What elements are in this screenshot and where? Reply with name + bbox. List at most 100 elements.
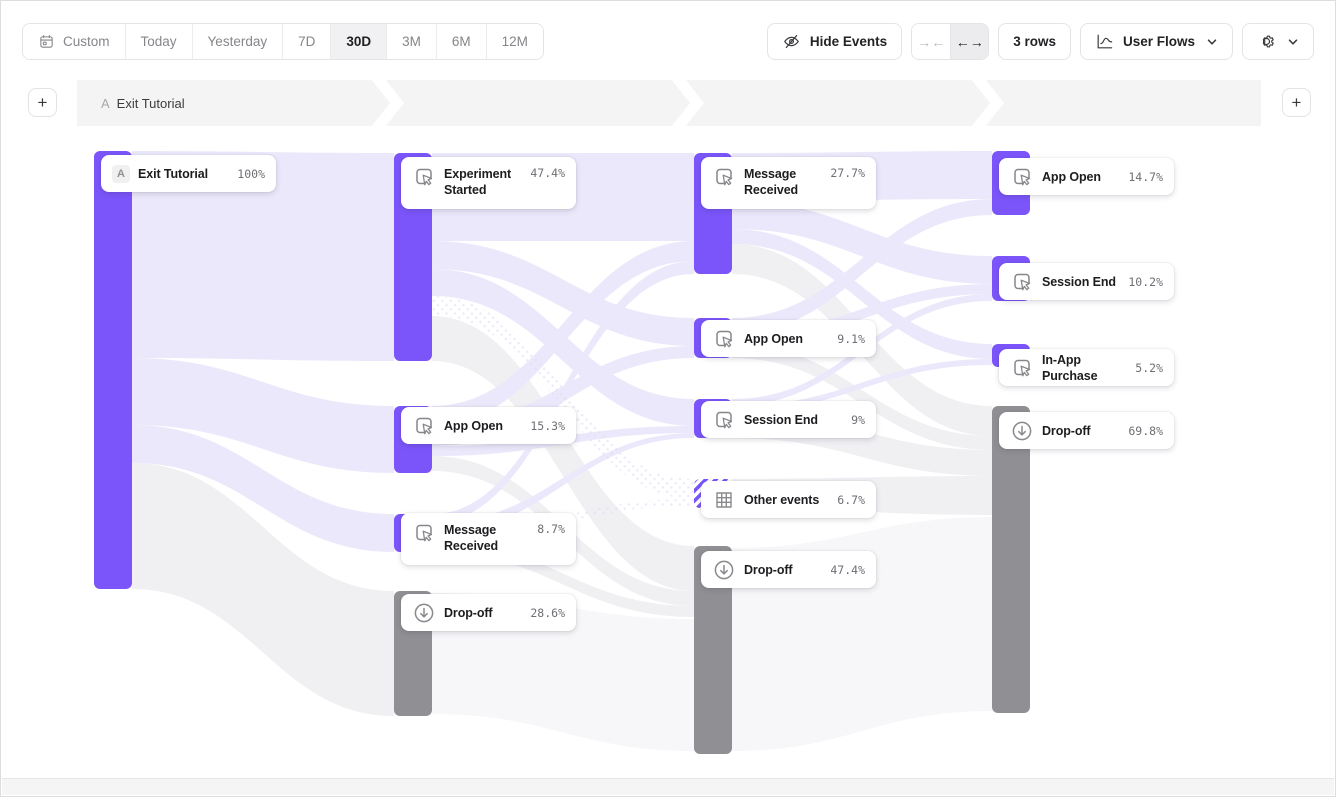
expand-icon: ←→ <box>955 33 984 50</box>
flow-ribbon[interactable] <box>432 241 694 346</box>
flow-ribbon[interactable] <box>132 463 394 716</box>
flow-node-percent: 27.7% <box>830 166 865 180</box>
dropoff-icon <box>714 560 734 579</box>
eye-off-icon <box>784 34 799 49</box>
flow-node-label: Other events <box>744 492 820 507</box>
date-range-label: 7D <box>298 34 316 49</box>
flow-ribbon[interactable] <box>732 229 992 359</box>
flow-card-other-events[interactable]: Other events 6.7% <box>701 481 876 518</box>
flow-node-label: Session End <box>744 412 818 427</box>
plus-icon: + <box>1291 92 1302 112</box>
flow-node-label: In-App Purchase <box>1042 352 1098 383</box>
flow-card-drop-off[interactable]: Drop-off 47.4% <box>701 551 876 588</box>
flow-node-percent: 69.8% <box>1128 423 1163 438</box>
flow-node-percent: 47.4% <box>830 562 865 577</box>
chevron-down-icon <box>1207 38 1217 45</box>
flow-card-in-app-purchase[interactable]: In-App Purchase 5.2% <box>999 349 1174 386</box>
flow-ribbon[interactable] <box>432 241 694 426</box>
step-title: Exit Tutorial <box>116 95 185 111</box>
flow-card-exit-tutorial[interactable]: A Exit Tutorial 100% <box>101 155 276 192</box>
date-range-label: 12M <box>501 34 528 49</box>
add-step-left-button[interactable]: + <box>28 88 57 117</box>
step-a-badge: A <box>112 164 130 183</box>
flow-card-drop-off[interactable]: Drop-off 69.8% <box>999 412 1174 449</box>
flow-ribbon[interactable] <box>432 433 694 533</box>
gear-icon <box>1262 35 1274 48</box>
bottom-scrollbar-track[interactable] <box>2 778 1334 795</box>
flow-node-percent: 9% <box>851 412 865 427</box>
event-icon <box>416 417 433 434</box>
flow-ribbon[interactable] <box>432 269 694 426</box>
flow-node-label: Session End <box>1042 274 1116 289</box>
date-range-label: Custom <box>63 34 110 49</box>
date-range-7d[interactable]: 7D <box>282 24 331 59</box>
event-icon <box>416 524 433 542</box>
flow-card-drop-off[interactable]: Drop-off 28.6% <box>401 594 576 631</box>
flow-card-app-open[interactable]: App Open 15.3% <box>401 407 576 444</box>
hide-events-button[interactable]: Hide Events <box>766 23 903 60</box>
flow-node-label: Drop-off <box>444 605 493 620</box>
flow-ribbon[interactable] <box>732 199 992 334</box>
rows-button[interactable]: 3 rows <box>998 23 1071 60</box>
event-icon <box>416 168 433 186</box>
step-prefix: A <box>101 95 110 111</box>
toolbar-right: Hide Events →← ←→ 3 rows User Flows <box>766 23 1314 60</box>
flow-ribbon[interactable] <box>432 296 694 499</box>
date-range-3m[interactable]: 3M <box>386 24 436 59</box>
column-width-toggle: →← ←→ <box>911 23 990 60</box>
flow-card-session-end[interactable]: Session End 9% <box>701 401 876 438</box>
add-step-right-button[interactable]: + <box>1282 88 1311 117</box>
settings-dropdown[interactable] <box>1242 23 1314 60</box>
flow-ribbon[interactable] <box>732 344 992 450</box>
chart-type-label: User Flows <box>1122 34 1195 49</box>
flow-ribbon[interactable] <box>732 201 992 284</box>
date-range-label: 3M <box>402 34 421 49</box>
other-events-grid-icon <box>716 491 732 508</box>
step-a-label[interactable]: A Exit Tutorial <box>101 80 185 126</box>
flow-node-percent: 9.1% <box>837 331 865 346</box>
flow-node-percent: 100% <box>237 166 265 181</box>
chevron-down-icon <box>1288 38 1298 45</box>
event-icon <box>1014 168 1031 185</box>
flow-ribbon[interactable] <box>432 593 694 751</box>
flow-card-session-end[interactable]: Session End 10.2% <box>999 263 1174 300</box>
step-separators <box>371 80 1005 126</box>
date-range-6m[interactable]: 6M <box>435 24 486 59</box>
flow-ribbon[interactable] <box>132 358 394 473</box>
flow-bar-drop-off[interactable] <box>992 406 1030 713</box>
date-range-picker: Custom Today Yesterday 7D 30D 3M 6M 12M <box>22 23 544 60</box>
flow-node-label: App Open <box>444 418 503 433</box>
toolbar: Custom Today Yesterday 7D 30D 3M 6M 12M Hide Ev… <box>1 1 1335 79</box>
flow-card-message-received[interactable]: Message Received 27.7% <box>701 157 876 209</box>
expand-columns-button[interactable]: ←→ <box>950 24 989 59</box>
flow-card-app-open[interactable]: App Open 14.7% <box>999 158 1174 195</box>
flow-ribbon[interactable] <box>132 425 394 552</box>
event-icon <box>716 168 733 186</box>
event-icon <box>1014 273 1031 290</box>
flow-ribbon[interactable] <box>432 316 694 591</box>
date-range-yesterday[interactable]: Yesterday <box>191 24 283 59</box>
date-range-12m[interactable]: 12M <box>485 24 543 59</box>
date-range-today[interactable]: Today <box>124 24 192 59</box>
flow-node-percent: 6.7% <box>837 492 865 507</box>
flow-card-app-open[interactable]: App Open 9.1% <box>701 320 876 357</box>
flow-node-label: App Open <box>744 331 803 346</box>
collapse-columns-button[interactable]: →← <box>912 24 951 59</box>
calendar-icon <box>40 34 53 48</box>
flow-node-label: Exit Tutorial <box>138 166 209 181</box>
flow-ribbon[interactable] <box>432 541 694 617</box>
date-range-label: 6M <box>451 34 471 49</box>
date-range-custom[interactable]: Custom <box>23 24 125 59</box>
flow-card-experiment-started[interactable]: Experiment Started 47.4% <box>401 157 576 209</box>
flow-node-label: App Open <box>1042 169 1101 184</box>
flow-ribbon[interactable] <box>132 151 394 361</box>
chart-type-dropdown[interactable]: User Flows <box>1079 23 1233 60</box>
date-range-30d[interactable]: 30D <box>330 24 387 59</box>
flow-card-message-received[interactable]: Message Received 8.7% <box>401 513 576 565</box>
flow-node-percent: 5.2% <box>1135 360 1163 375</box>
flow-bar-exit-tutorial[interactable] <box>94 151 132 589</box>
flow-ribbon[interactable] <box>732 359 992 412</box>
date-range-label: Yesterday <box>207 34 268 49</box>
